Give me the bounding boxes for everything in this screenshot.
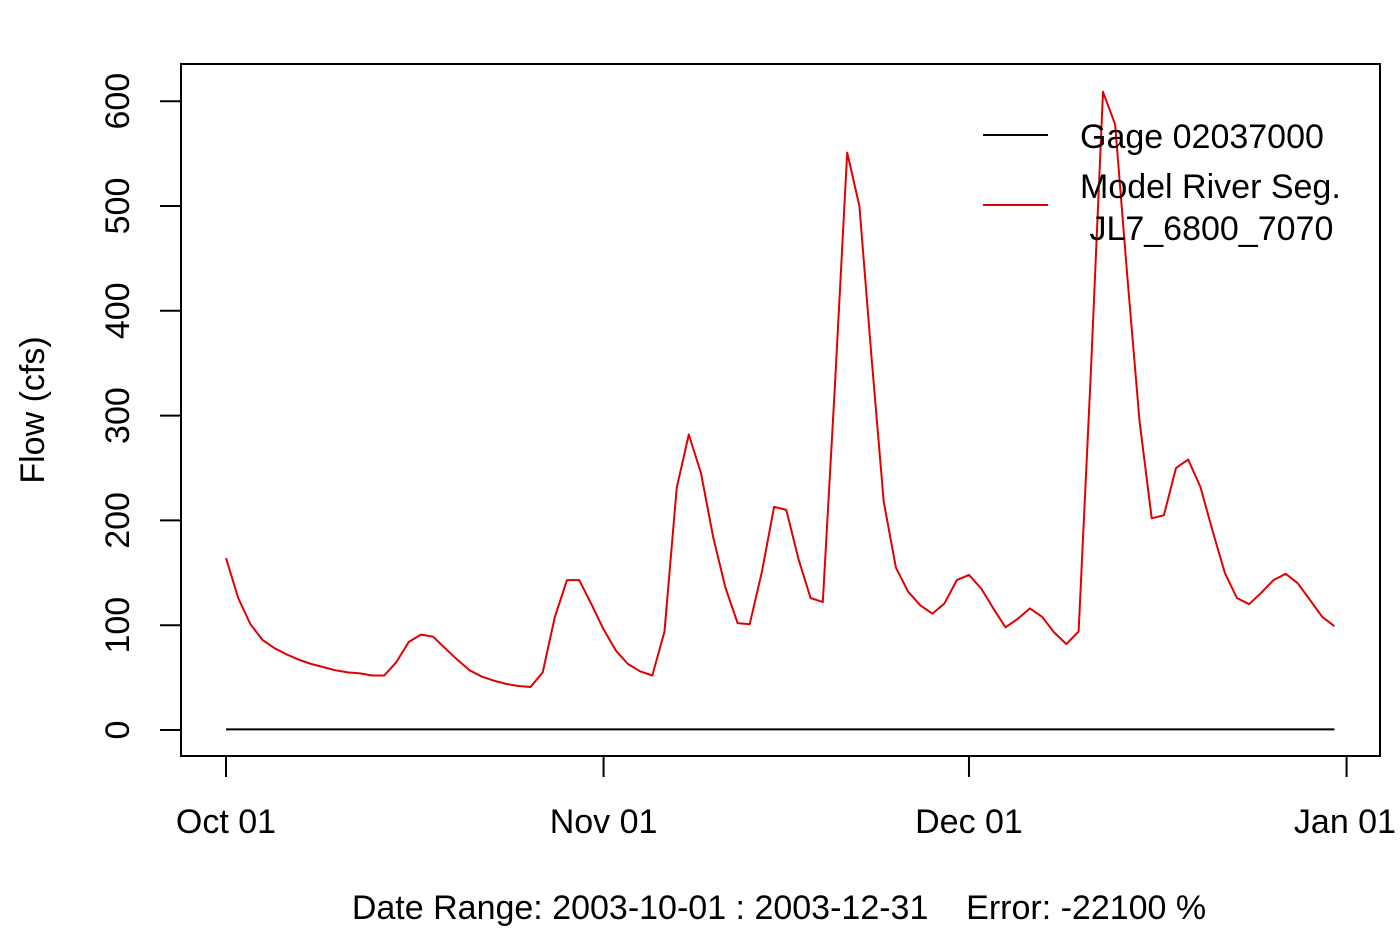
series-line-model <box>225 90 1336 688</box>
series-layer <box>225 90 1336 731</box>
y-tick-label: 400 <box>99 282 137 339</box>
x-tick-label: Oct 01 <box>176 803 276 841</box>
x-tick-label: Nov 01 <box>550 803 658 841</box>
x-axis: Oct 01 Nov 01 Dec 01 Jan 01 <box>176 755 1396 841</box>
y-tick-label: 200 <box>99 492 137 549</box>
y-axis-title: Flow (cfs) <box>14 336 52 483</box>
legend-label-gage: Gage 02037000 <box>1080 118 1324 156</box>
y-tick-label: 500 <box>99 178 137 235</box>
y-axis: 0 100 200 300 400 500 600 <box>99 73 182 740</box>
x-tick-label: Jan 01 <box>1294 803 1396 841</box>
y-tick-label: 100 <box>99 597 137 654</box>
x-axis-caption: Date Range: 2003-10-01 : 2003-12-31 Erro… <box>352 889 1206 927</box>
y-tick-label: 300 <box>99 387 137 444</box>
y-tick-label: 600 <box>99 73 137 130</box>
legend-label-model-line-1: Model River Seg. <box>1080 168 1341 206</box>
y-tick-label: 0 <box>99 721 137 740</box>
legend-label-model-line-2: JL7_6800_7070 <box>1080 210 1333 248</box>
x-tick-label: Dec 01 <box>915 803 1023 841</box>
legend: Gage 02037000 Model River Seg. JL7_6800_… <box>983 118 1341 248</box>
